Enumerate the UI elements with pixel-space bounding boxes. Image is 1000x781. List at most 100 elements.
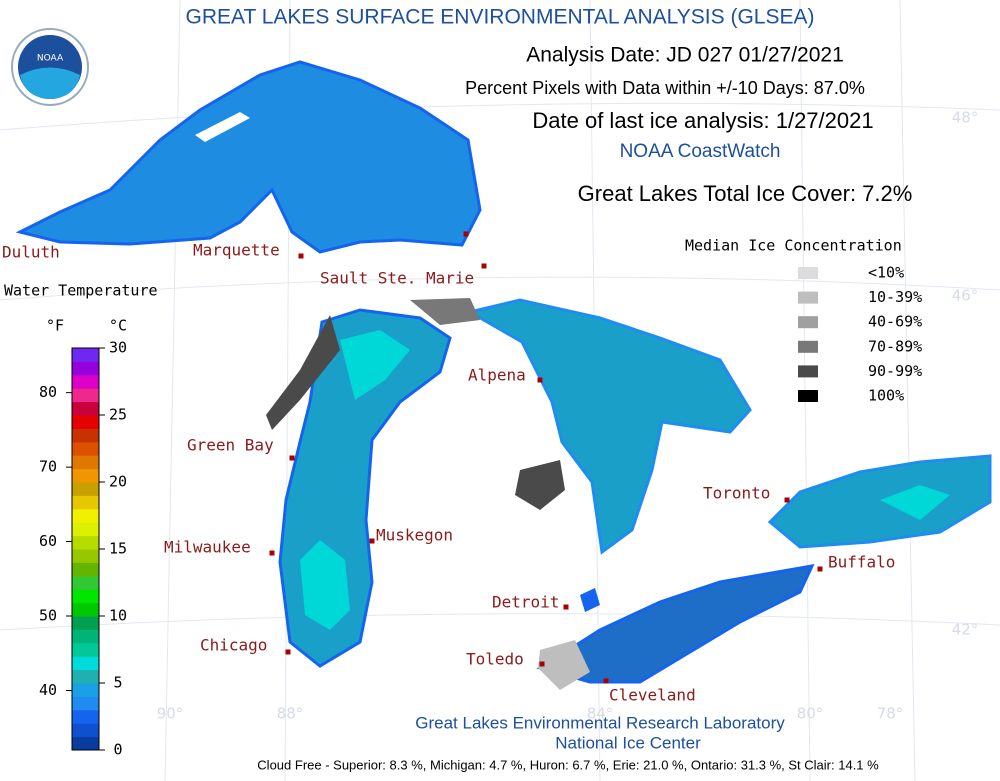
city-label: Cleveland <box>609 686 696 705</box>
c-tick-label: 30 <box>109 339 127 357</box>
city-label: Toledo <box>466 650 524 669</box>
city-label: Buffalo <box>828 553 895 572</box>
f-tick-label: 50 <box>39 607 57 625</box>
f-tick-label: 60 <box>39 532 57 550</box>
lon-label: 90° <box>157 705 184 723</box>
north-channel-ice <box>410 298 480 325</box>
lakes <box>15 60 992 690</box>
colorbar-swatch <box>72 629 99 644</box>
footer-center: National Ice Center <box>555 733 701 752</box>
saginaw-ice <box>515 460 565 510</box>
erie-ice <box>538 640 590 690</box>
ice-swatch <box>798 316 818 329</box>
colorbar-swatch <box>72 535 99 550</box>
city-label: Duluth <box>2 243 60 262</box>
city-dot <box>289 455 295 461</box>
ice-label: 40-69% <box>868 313 922 331</box>
c-tick-label: 25 <box>109 406 127 424</box>
colorbar: 0 5 10 15 20 25 30 40 50 60 70 80 <box>39 339 127 759</box>
city-label: Chicago <box>200 636 267 655</box>
f-tick-label: 40 <box>39 681 57 699</box>
colorbar-swatch <box>72 669 99 684</box>
city-label: Milwaukee <box>164 538 251 557</box>
total-ice-cover: Great Lakes Total Ice Cover: 7.2% <box>578 181 913 206</box>
lon-label: 88° <box>277 705 304 723</box>
last-ice-analysis: Date of last ice analysis: 1/27/2021 <box>532 108 873 133</box>
c-tick-label: 15 <box>109 540 127 558</box>
noaa-logo: NOAA <box>11 28 89 106</box>
ice-swatch <box>798 365 818 378</box>
city-dot <box>563 604 569 610</box>
ice-legend: <10% 10-39% 40-69% 70-89% 90-99% 100% <box>798 264 922 405</box>
lon-label: 78° <box>877 705 904 723</box>
city-dot <box>285 649 291 655</box>
city-label: Marquette <box>193 241 280 260</box>
colorbar-swatch <box>72 374 99 389</box>
colorbar-swatch <box>72 455 99 470</box>
lat-label: 46° <box>952 287 979 305</box>
colorbar-swatch <box>72 495 99 510</box>
lon-label: 80° <box>797 705 824 723</box>
colorbar-swatch <box>72 656 99 671</box>
colorbar-swatch <box>72 415 99 429</box>
ice-label: 90-99% <box>868 362 922 380</box>
colorbar-swatch <box>72 575 99 590</box>
ice-swatch <box>798 390 818 402</box>
city-dot <box>537 377 543 383</box>
colorbar-swatch <box>72 482 99 496</box>
city-label: Muskegon <box>376 526 453 545</box>
colorbar-swatch <box>72 522 99 537</box>
city-dot <box>463 231 469 237</box>
colorbar-swatch <box>72 468 99 483</box>
city-dot <box>369 538 375 544</box>
coastwatch: NOAA CoastWatch <box>620 141 781 162</box>
lake-ontario <box>767 454 992 549</box>
cloud-free: Cloud Free - Superior: 8.3 %, Michigan: … <box>257 757 879 772</box>
colorbar-swatch <box>72 736 99 751</box>
colorbar-swatch <box>72 723 99 738</box>
isle-royale <box>195 112 250 142</box>
city-dot <box>603 678 609 684</box>
city-label: Green Bay <box>187 436 274 455</box>
lon-label: 84° <box>587 705 614 723</box>
ice-label: 100% <box>868 387 904 405</box>
colorbar-swatch <box>72 361 99 376</box>
colorbar-swatch <box>72 616 99 630</box>
colorbar-swatch <box>72 683 99 697</box>
city-dot <box>481 263 487 269</box>
city-label: Toronto <box>703 484 770 503</box>
ice-label: 70-89% <box>868 337 922 355</box>
city-dot <box>539 661 545 667</box>
temperature-title: Water Temperature <box>4 282 158 300</box>
colorbar-swatch <box>72 428 99 443</box>
ice-label: 10-39% <box>868 288 922 306</box>
colorbar-swatch <box>72 549 99 563</box>
graticule-labels: 48° 46° 42° 90° 88° 84° 80° 78° <box>157 109 979 723</box>
colorbar-swatch <box>72 388 99 403</box>
f-tick-label: 80 <box>39 383 57 401</box>
c-tick-label: 10 <box>109 607 127 625</box>
footer-lab: Great Lakes Environmental Research Labor… <box>415 713 785 732</box>
lake-erie <box>536 564 815 684</box>
percent-pixels: Percent Pixels with Data within +/-10 Da… <box>465 78 865 98</box>
colorbar-swatch <box>72 401 99 416</box>
lake-michigan-cyan <box>300 330 410 630</box>
ice-swatch <box>798 267 818 279</box>
colorbar-swatch <box>72 602 99 617</box>
ice-swatch <box>798 340 818 353</box>
logo-wave <box>20 67 80 99</box>
logo-text: NOAA <box>37 54 64 64</box>
lat-label: 42° <box>952 621 979 639</box>
ice-swatch <box>798 291 818 304</box>
green-bay-ice <box>266 315 340 430</box>
lake-superior <box>15 60 482 254</box>
city-label: Sault Ste. Marie <box>320 269 474 288</box>
c-tick-label: 0 <box>113 741 122 759</box>
colorbar-swatch <box>72 589 99 604</box>
colorbar-swatch <box>72 709 99 724</box>
colorbar-swatch <box>72 348 99 362</box>
lat-label: 48° <box>952 109 979 127</box>
lake-st-clair <box>580 588 600 612</box>
city-label: Detroit <box>492 593 559 612</box>
